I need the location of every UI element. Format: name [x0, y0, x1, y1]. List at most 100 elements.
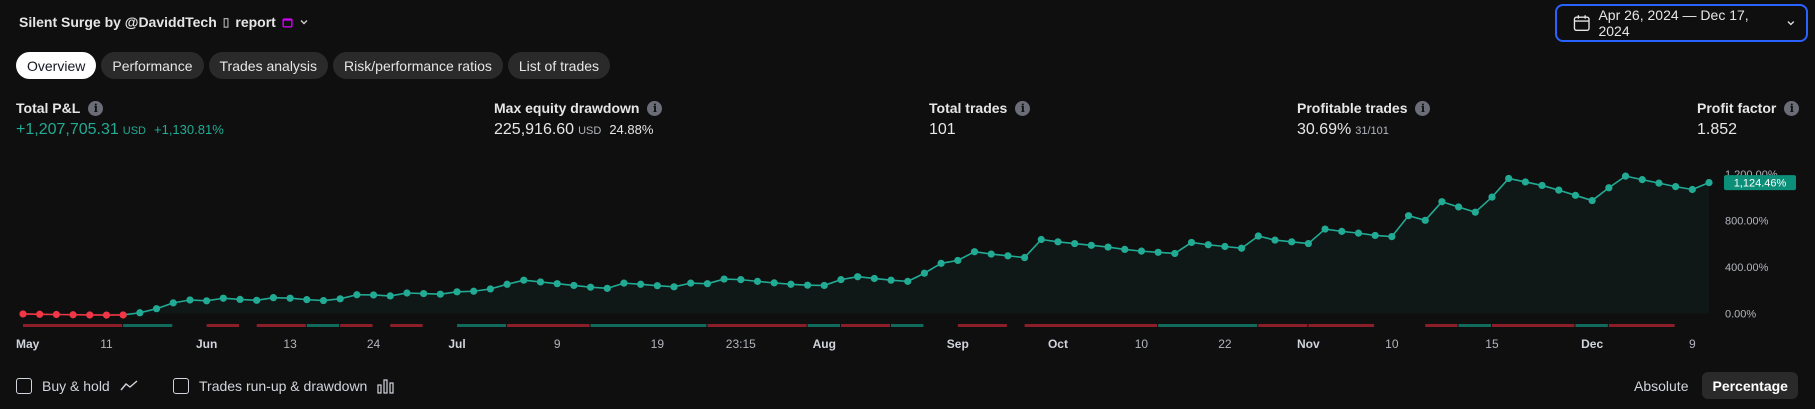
tab-list-of-trades[interactable]: List of trades [507, 52, 611, 79]
equity-point[interactable] [353, 291, 361, 299]
equity-point[interactable] [319, 296, 328, 305]
equity-point[interactable] [169, 299, 177, 307]
equity-point[interactable] [887, 276, 895, 284]
equity-point[interactable] [954, 256, 962, 265]
percentage-toggle[interactable]: Percentage [1702, 372, 1798, 399]
equity-point[interactable] [803, 281, 812, 289]
equity-point[interactable] [787, 280, 795, 288]
runup-drawdown-toggle[interactable]: Trades run-up & drawdown [173, 378, 394, 394]
equity-point[interactable] [720, 275, 728, 283]
tab-overview[interactable]: Overview [16, 52, 97, 79]
runup-checkbox[interactable] [173, 378, 189, 394]
equity-point[interactable] [69, 311, 77, 319]
equity-point[interactable] [1455, 203, 1463, 211]
equity-point[interactable] [1004, 252, 1012, 260]
equity-point[interactable] [253, 296, 261, 304]
equity-point[interactable] [1321, 225, 1329, 233]
equity-point[interactable] [1254, 232, 1262, 240]
equity-point[interactable] [620, 279, 628, 287]
equity-point[interactable] [1171, 249, 1179, 258]
equity-point[interactable] [653, 282, 661, 290]
equity-point[interactable] [987, 250, 995, 258]
buy-hold-checkbox[interactable] [16, 378, 32, 394]
equity-point[interactable] [1521, 178, 1529, 186]
equity-point[interactable] [1404, 212, 1413, 220]
equity-point[interactable] [1054, 238, 1062, 246]
chevron-down-icon[interactable] [299, 17, 309, 27]
equity-point[interactable] [553, 280, 561, 288]
tab-trades-analysis[interactable]: Trades analysis [208, 52, 329, 79]
equity-point[interactable] [820, 281, 828, 290]
equity-point[interactable] [536, 278, 545, 286]
equity-chart[interactable]: 0.00%400.00%800.00%1,200.00%1,124.46%May… [0, 160, 1815, 360]
report-title[interactable]: Silent Surge by @DaviddTech ▯ report [19, 14, 309, 30]
equity-point[interactable] [1621, 172, 1630, 180]
equity-point[interactable] [837, 276, 845, 284]
equity-point[interactable] [937, 259, 945, 267]
equity-point[interactable] [1187, 238, 1196, 247]
equity-point[interactable] [1304, 239, 1312, 248]
equity-point[interactable] [1071, 239, 1079, 248]
equity-point[interactable] [436, 290, 444, 298]
equity-point[interactable] [870, 274, 878, 283]
info-icon[interactable]: i [88, 100, 104, 116]
equity-point[interactable] [36, 310, 44, 318]
equity-point[interactable] [1371, 231, 1379, 240]
equity-point[interactable] [1271, 236, 1279, 244]
equity-point[interactable] [286, 294, 294, 302]
equity-point[interactable] [520, 276, 528, 284]
equity-point[interactable] [102, 311, 111, 319]
equity-point[interactable] [1137, 247, 1146, 255]
equity-point[interactable] [1237, 244, 1246, 252]
equity-point[interactable] [687, 279, 695, 287]
equity-point[interactable] [470, 287, 478, 295]
equity-point[interactable] [1421, 216, 1429, 224]
equity-point[interactable] [303, 296, 311, 304]
equity-point[interactable] [219, 294, 227, 302]
equity-point[interactable] [453, 288, 461, 296]
equity-point[interactable] [920, 269, 929, 277]
equity-point[interactable] [269, 294, 277, 302]
info-icon[interactable]: i [1415, 100, 1431, 116]
equity-point[interactable] [1588, 196, 1596, 205]
info-icon[interactable]: i [1784, 100, 1800, 116]
equity-point[interactable] [1555, 186, 1563, 194]
equity-point[interactable] [119, 311, 127, 319]
equity-point[interactable] [1438, 198, 1446, 206]
equity-point[interactable] [637, 280, 645, 288]
equity-point[interactable] [1388, 233, 1396, 241]
buy-hold-toggle[interactable]: Buy & hold [16, 378, 138, 394]
equity-point[interactable] [1338, 227, 1346, 235]
equity-point[interactable] [1221, 242, 1229, 251]
info-icon[interactable]: i [1015, 100, 1031, 116]
equity-point[interactable] [1538, 181, 1546, 190]
equity-point[interactable] [1638, 176, 1646, 184]
equity-point[interactable] [136, 309, 144, 317]
equity-point[interactable] [52, 310, 60, 319]
equity-point[interactable] [603, 284, 611, 292]
equity-point[interactable] [1020, 253, 1029, 262]
tab-risk-performance-ratios[interactable]: Risk/performance ratios [333, 52, 503, 79]
equity-point[interactable] [770, 279, 778, 287]
equity-point[interactable] [369, 291, 378, 299]
equity-point[interactable] [152, 305, 161, 313]
equity-point[interactable] [186, 296, 194, 304]
equity-point[interactable] [737, 276, 745, 284]
equity-point[interactable] [753, 277, 762, 285]
equity-point[interactable] [19, 310, 27, 318]
equity-point[interactable] [1104, 243, 1112, 251]
equity-point[interactable] [570, 281, 578, 290]
equity-point[interactable] [403, 289, 411, 297]
equity-point[interactable] [1121, 245, 1129, 253]
info-icon[interactable]: i [647, 100, 663, 116]
equity-point[interactable] [1154, 248, 1162, 256]
equity-point[interactable] [486, 285, 495, 293]
equity-point[interactable] [970, 248, 979, 256]
equity-point[interactable] [1688, 185, 1696, 194]
equity-point[interactable] [1705, 178, 1713, 187]
equity-point[interactable] [1605, 184, 1613, 192]
equity-point[interactable] [203, 297, 211, 305]
equity-point[interactable] [670, 283, 678, 291]
tab-performance[interactable]: Performance [101, 52, 204, 79]
equity-point[interactable] [1471, 208, 1479, 216]
